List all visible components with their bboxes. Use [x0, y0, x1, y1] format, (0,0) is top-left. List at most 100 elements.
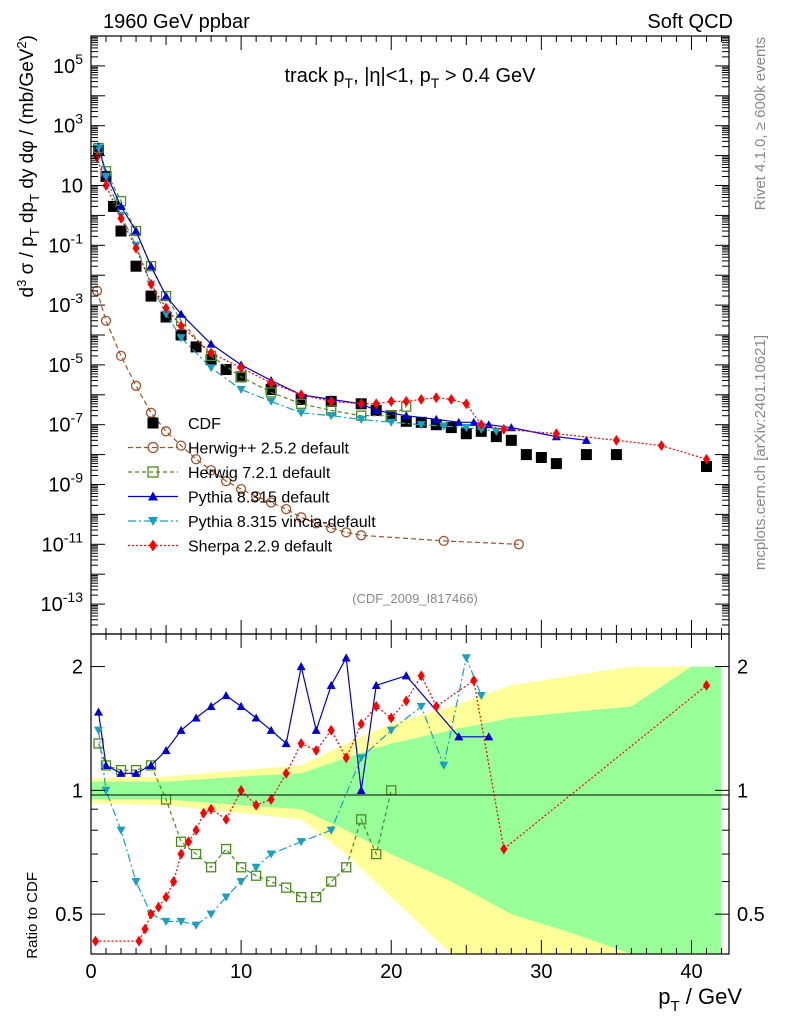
ratio-series-group: [91, 653, 711, 947]
point-5-7: [207, 347, 215, 359]
ratio-point-2-11: [251, 863, 261, 872]
ratio-point-1-0: [94, 707, 104, 716]
ratio-point-3-7: [177, 848, 185, 860]
ratio-tick-label-left-0: 0.5: [55, 904, 83, 926]
point-5-12: [357, 398, 365, 410]
point-3-3: [131, 226, 141, 235]
point-5-4: [147, 278, 155, 290]
ratio-point-1-3: [131, 768, 141, 777]
legend-marker-0: [147, 417, 159, 429]
main-plot-frame: [90, 35, 730, 635]
point-1-6: [175, 440, 187, 451]
point-3-13: [371, 405, 381, 415]
ratio-point-3-10: [199, 807, 208, 819]
ratio-point-2-18: [439, 761, 449, 770]
point-0-17: [385, 410, 397, 422]
ratio-point-3-24: [402, 695, 410, 707]
ratio-point-1-7: [191, 713, 201, 722]
ratio-point-2-2: [116, 826, 126, 835]
ratio-point-3-27: [470, 675, 478, 686]
point-1-7: [190, 454, 202, 465]
ratio-point-1-16: [326, 680, 336, 689]
point-5-23: [612, 434, 621, 446]
point-5-19: [462, 398, 470, 410]
ratio-tick-label-right-1: 1: [737, 780, 748, 802]
ratio-point-2-7: [191, 921, 201, 930]
point-1-10: [235, 483, 247, 495]
point-3-17: [469, 417, 479, 426]
point-0-25: [505, 434, 517, 446]
point-1-19: [438, 535, 449, 547]
point-4-7: [206, 364, 216, 373]
point-1-13: [281, 503, 292, 515]
ratio-point-3-25: [417, 670, 425, 682]
point-0-28: [550, 458, 562, 470]
ratio-point-0-16: [326, 876, 337, 887]
point-1-9: [220, 475, 232, 487]
point-1-5: [160, 426, 172, 437]
ratio-point-0-12: [265, 876, 277, 887]
ratio-tick-label-right-0: 0.5: [737, 904, 765, 926]
point-3-16: [454, 417, 464, 426]
ratio-point-3-2: [141, 923, 149, 935]
point-5-5: [162, 302, 170, 314]
point-5-21: [500, 423, 508, 435]
point-5-3: [132, 242, 140, 254]
ratio-point-1-18: [356, 785, 366, 794]
ratio-point-0-9: [220, 843, 232, 855]
legend-marker-3: [148, 491, 158, 501]
ratio-point-2-9: [221, 893, 231, 902]
point-1-20: [513, 539, 524, 550]
ratio-point-1-13: [281, 738, 291, 748]
ratio-point-3-16: [282, 767, 290, 779]
point-1-11: [250, 491, 262, 502]
ratio-point-0-19: [371, 848, 382, 860]
point-0-31: [700, 460, 712, 472]
series-line-3: [97, 146, 587, 441]
ratio-point-3-8: [184, 836, 193, 848]
ratio-tick-label-left-1: 1: [72, 780, 83, 802]
point-0-4: [130, 260, 142, 272]
y-tick-label-8: 10-11: [42, 529, 84, 556]
ratio-point-3-0: [91, 935, 100, 947]
ratio-point-1-10: [236, 701, 246, 711]
point-4-16: [461, 423, 471, 433]
point-5-2: [117, 212, 125, 224]
point-0-26: [520, 449, 532, 461]
ratio-point-2-16: [386, 726, 396, 735]
point-3-21: [581, 435, 591, 444]
legend-label-1: Herwig++ 2.5.2 default: [188, 441, 350, 458]
ratio-point-1-1: [101, 760, 111, 769]
legend-marker-5: [149, 539, 157, 552]
x-tick-label-40: 40: [680, 961, 702, 983]
ratio-point-2-15: [356, 754, 366, 763]
point-1-8: [205, 465, 217, 476]
x-axis-label: pT / GeV: [658, 984, 742, 1015]
ratio-point-3-28: [500, 843, 508, 855]
point-5-20: [477, 419, 485, 431]
ratio-point-0-15: [311, 891, 322, 903]
uncertainty-band-inner: [91, 666, 722, 954]
legend-marker-1: [147, 441, 159, 454]
ratio-point-1-12: [266, 725, 276, 734]
point-5-18: [447, 394, 455, 405]
ratio-point-2-14: [326, 826, 336, 835]
ratio-tick-label-right-2: 2: [737, 657, 748, 679]
legend-label-0: CDF: [188, 416, 221, 433]
point-3-2: [116, 201, 126, 210]
ratio-point-2-5: [161, 917, 171, 926]
ratio-point-3-21: [357, 718, 365, 730]
point-3-5: [161, 291, 171, 300]
point-3-19: [506, 423, 516, 432]
ratio-point-0-8: [205, 862, 217, 873]
point-5-11: [327, 396, 335, 407]
point-1-14: [296, 512, 307, 523]
series-line-4: [97, 147, 497, 432]
point-5-15: [402, 396, 410, 407]
ratio-point-0-7: [190, 848, 202, 860]
point-5-14: [387, 396, 395, 407]
point-5-8: [237, 362, 245, 374]
ratio-point-1-4: [146, 760, 156, 769]
ratio-point-1-5: [161, 746, 171, 755]
